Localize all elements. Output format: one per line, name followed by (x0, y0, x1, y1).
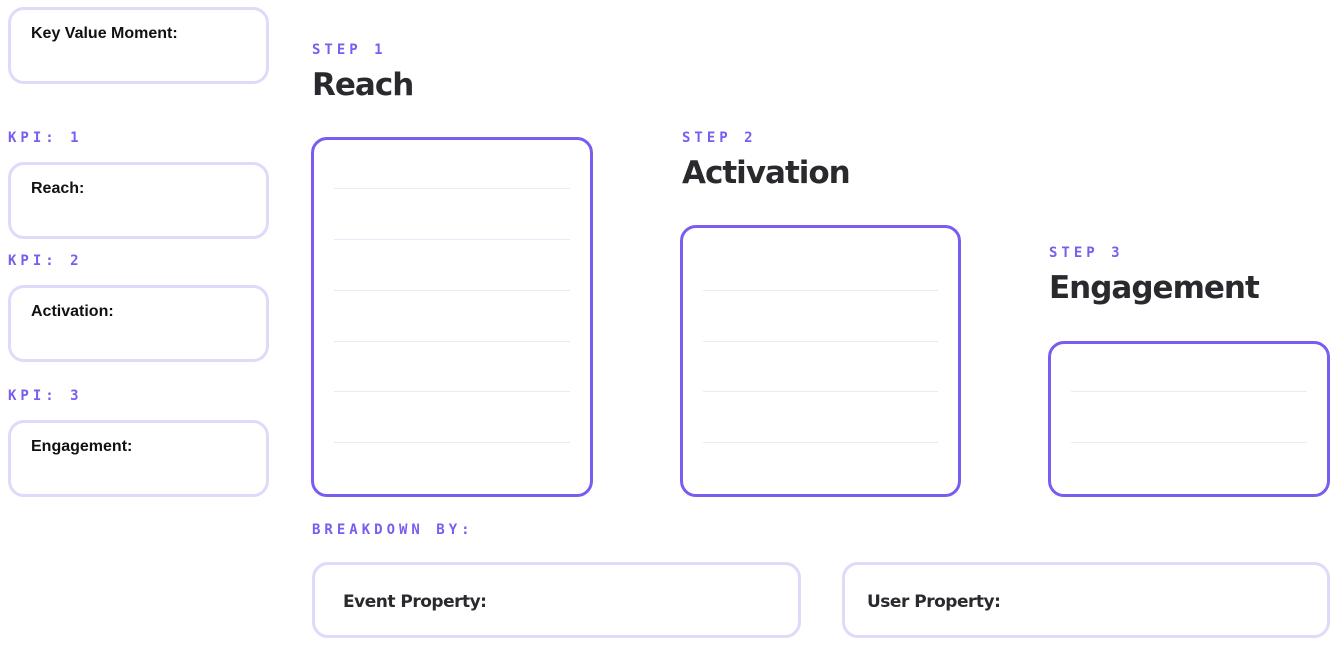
step-3-label: STEP 3 (1049, 245, 1124, 261)
divider (703, 290, 938, 291)
divider (1071, 442, 1307, 443)
divider (334, 391, 570, 392)
step-2-title: Activation (682, 155, 851, 191)
event-property-label: Event Property: (343, 592, 487, 612)
kpi-engagement-box[interactable]: Engagement: (8, 420, 269, 497)
kpi-reach-box[interactable]: Reach: (8, 162, 269, 239)
kpi-2-label: KPI: 2 (8, 253, 83, 269)
kpi-activation-box[interactable]: Activation: (8, 285, 269, 362)
divider (703, 391, 938, 392)
step-2-label: STEP 2 (682, 130, 757, 146)
user-property-box[interactable]: User Property: (842, 562, 1330, 638)
step-1-label: STEP 1 (312, 42, 387, 58)
divider (334, 341, 570, 342)
key-value-moment-box[interactable]: Key Value Moment: (8, 7, 269, 84)
kpi-activation-label: Activation: (31, 303, 114, 320)
user-property-label: User Property: (867, 592, 1001, 612)
step-1-title: Reach (312, 67, 414, 103)
event-property-box[interactable]: Event Property: (312, 562, 801, 638)
divider (334, 290, 570, 291)
breakdown-label: BREAKDOWN BY: (312, 522, 474, 538)
engagement-step-box[interactable] (1048, 341, 1330, 497)
divider (703, 442, 938, 443)
kpi-engagement-label: Engagement: (31, 438, 133, 455)
divider (334, 442, 570, 443)
divider (334, 188, 570, 189)
kpi-1-label: KPI: 1 (8, 130, 83, 146)
key-value-moment-label: Key Value Moment: (31, 25, 178, 42)
reach-step-box[interactable] (311, 137, 593, 497)
kpi-reach-label: Reach: (31, 180, 85, 197)
kpi-3-label: KPI: 3 (8, 388, 83, 404)
divider (334, 239, 570, 240)
divider (1071, 391, 1307, 392)
step-3-title: Engagement (1049, 270, 1260, 306)
divider (703, 341, 938, 342)
activation-step-box[interactable] (680, 225, 961, 497)
